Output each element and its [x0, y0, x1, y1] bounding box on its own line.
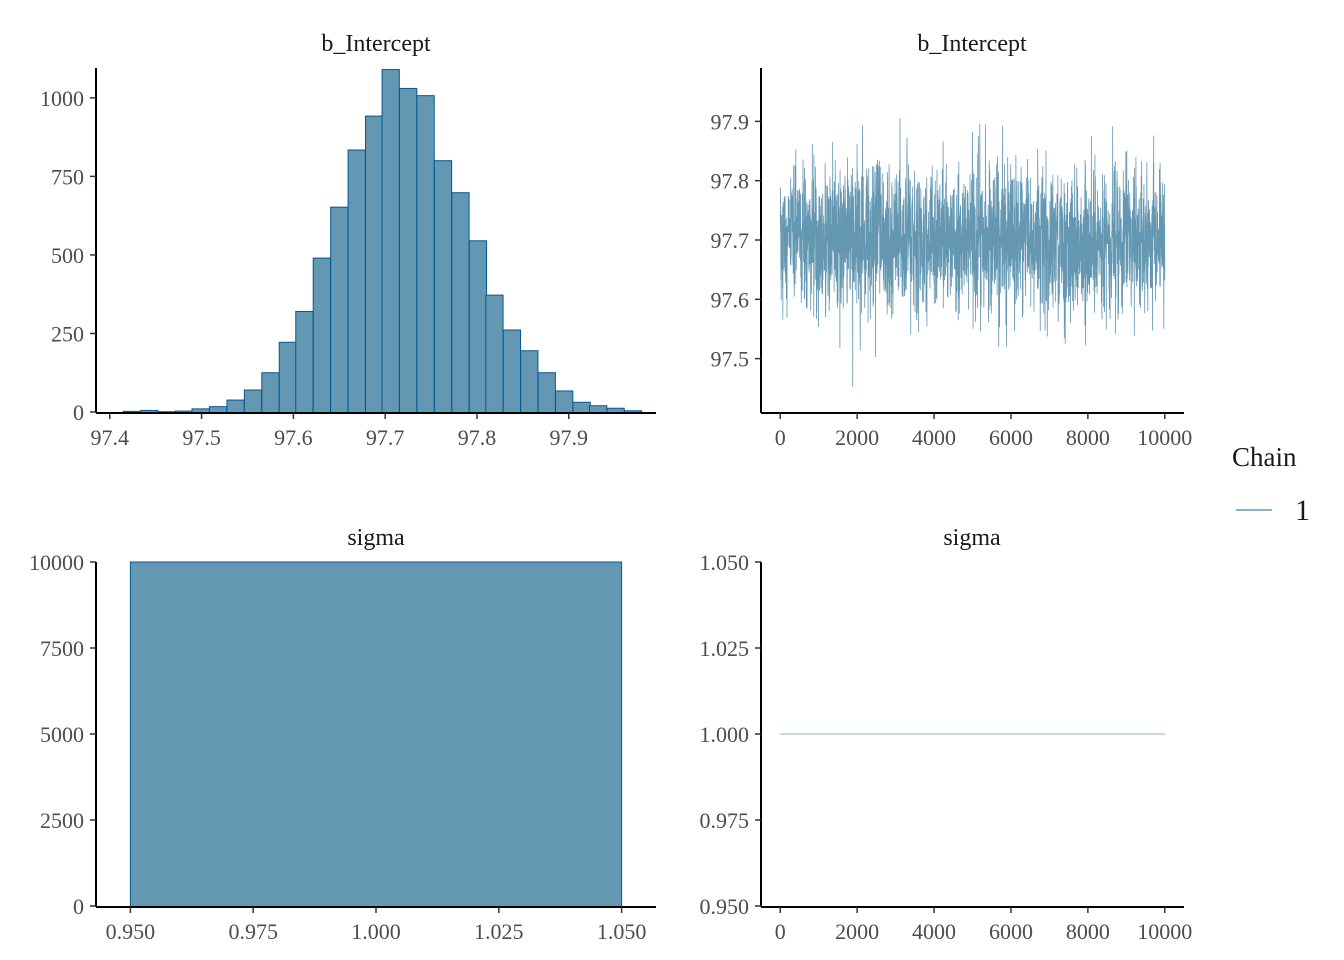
- y-tick-label: 0.975: [700, 808, 750, 833]
- histogram-bar: [555, 390, 574, 414]
- panel-trace-sigma: sigma 0 2000 4000 6000 8000 10000 0.950 0.975 1.0…: [700, 525, 1193, 944]
- trace-line-chain-1: [779, 118, 1166, 387]
- x-tick-label: 8000: [1066, 919, 1110, 944]
- histogram-bar: [433, 160, 453, 414]
- histogram-bar: [365, 115, 384, 414]
- histogram-bar: [278, 341, 298, 414]
- x-tick-label: 2000: [835, 425, 879, 450]
- y-tick-label: 0: [73, 894, 84, 919]
- histogram-bar: [312, 257, 331, 414]
- x-tick-label: 1.025: [474, 919, 524, 944]
- x-tick-label: 10000: [1137, 919, 1192, 944]
- panel-title: sigma: [943, 525, 1001, 551]
- x-tick-label: 6000: [989, 919, 1033, 944]
- x-tick-label: 1.000: [351, 919, 401, 944]
- x-tick-label: 0: [775, 919, 786, 944]
- y-tick-label: 97.5: [711, 347, 750, 372]
- panel-title: b_Intercept: [321, 31, 431, 57]
- x-tick-label: 0: [775, 425, 786, 450]
- histogram-bar: [485, 294, 504, 414]
- y-tick-label: 97.6: [711, 287, 750, 312]
- legend: Chain 1: [1232, 442, 1310, 527]
- panel-hist-b-intercept: b_Intercept 97.4 97.5 97.6 97.7 97.8 97.9 0 250 5…: [40, 31, 656, 450]
- histogram-bar: [537, 372, 556, 414]
- y-tick-label: 1.000: [700, 722, 750, 747]
- x-tick-label: 8000: [1066, 425, 1110, 450]
- y-tick-label: 0.950: [700, 894, 750, 919]
- histogram-bar: [520, 350, 539, 414]
- y-tick-label: 750: [51, 164, 84, 189]
- x-tick-label: 6000: [989, 425, 1033, 450]
- panel-title: sigma: [347, 525, 405, 551]
- histogram-bar: [129, 561, 623, 908]
- histogram-bar: [261, 372, 280, 414]
- histogram-bar: [589, 405, 608, 414]
- y-tick-label: 2500: [40, 808, 84, 833]
- x-tick-label: 0.975: [228, 919, 278, 944]
- y-tick-label: 97.9: [711, 109, 750, 134]
- x-tick-label: 97.7: [366, 425, 405, 450]
- histogram-bar: [226, 399, 245, 414]
- y-tick-label: 7500: [40, 636, 84, 661]
- y-tick-label: 1.050: [700, 550, 750, 575]
- histogram-bar: [347, 149, 366, 414]
- y-tick-label: 97.7: [711, 228, 750, 253]
- y-tick-label: 250: [51, 321, 84, 346]
- y-tick-label: 0: [73, 400, 84, 425]
- x-tick-label: 4000: [912, 919, 956, 944]
- histogram-bar: [295, 310, 314, 414]
- panel-trace-b-intercept: b_Intercept 0 2000 4000 6000 8000 10000 97.5 97.…: [711, 31, 1193, 450]
- histogram-bar: [416, 95, 435, 414]
- legend-title: Chain: [1232, 442, 1297, 472]
- y-tick-label: 97.8: [711, 169, 750, 194]
- y-tick-label: 500: [51, 243, 84, 268]
- legend-label: 1: [1295, 494, 1310, 527]
- panel-hist-sigma: sigma 0.950 0.975 1.000 1.025 1.050 0 2500 5000 7…: [29, 525, 656, 944]
- histogram-bar: [381, 69, 400, 414]
- x-tick-label: 97.6: [274, 425, 313, 450]
- x-tick-label: 97.8: [458, 425, 497, 450]
- y-tick-label: 1.025: [700, 636, 750, 661]
- histogram-bar: [398, 87, 418, 414]
- y-tick-label: 1000: [40, 86, 84, 111]
- x-tick-label: 0.950: [106, 919, 156, 944]
- y-tick-label: 10000: [29, 550, 84, 575]
- panel-title: b_Intercept: [917, 31, 1027, 57]
- x-tick-label: 10000: [1137, 425, 1192, 450]
- x-tick-label: 97.9: [550, 425, 589, 450]
- histogram-bar: [451, 192, 470, 414]
- x-tick-label: 97.5: [182, 425, 221, 450]
- histogram-bar: [572, 401, 591, 414]
- y-tick-label: 5000: [40, 722, 84, 747]
- x-tick-label: 4000: [912, 425, 956, 450]
- x-tick-label: 2000: [835, 919, 879, 944]
- histogram-bar: [330, 206, 349, 414]
- histogram-bar: [243, 389, 263, 414]
- histogram-bar: [468, 240, 488, 414]
- x-tick-label: 97.4: [91, 425, 130, 450]
- x-tick-label: 1.050: [597, 919, 647, 944]
- histogram-bar: [502, 329, 522, 414]
